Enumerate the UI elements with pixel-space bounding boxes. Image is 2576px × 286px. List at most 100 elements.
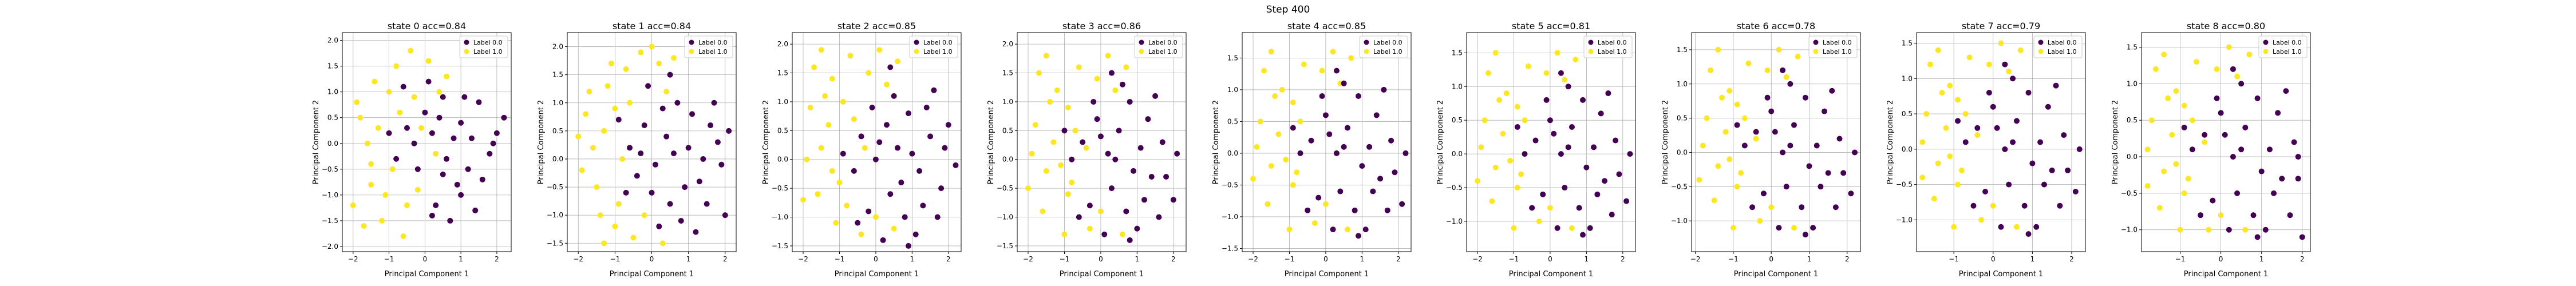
y-tick-label: 0.0 [1902, 145, 1913, 153]
y-tick-label: −0.5 [547, 183, 563, 191]
data-point [726, 128, 732, 134]
data-point [1962, 139, 1969, 145]
data-point [1330, 227, 1336, 233]
data-point [458, 192, 464, 198]
data-point [1086, 202, 1093, 209]
x-tick-label: −1 [835, 255, 845, 263]
data-point [1163, 173, 1170, 180]
data-point [579, 167, 585, 173]
data-point [1503, 90, 1510, 97]
data-point [685, 145, 692, 151]
data-point [1496, 97, 1503, 103]
data-point [1481, 117, 1488, 124]
data-point [2226, 44, 2232, 50]
data-point [2202, 132, 2208, 138]
data-point [1356, 233, 1362, 239]
data-point [1814, 142, 1820, 149]
data-point [659, 240, 666, 247]
data-point [656, 223, 662, 229]
data-point [1315, 194, 1322, 201]
y-tick-label: 1.0 [777, 98, 788, 106]
data-point [858, 133, 864, 140]
x-tick-label: −1 [384, 255, 394, 263]
data-point [1083, 145, 1089, 151]
data-point [1594, 191, 1601, 197]
data-point [1384, 207, 1390, 213]
y-tick-label: 0.0 [1002, 156, 1013, 164]
data-point [1580, 97, 1586, 103]
data-point [414, 166, 421, 172]
y-tick-label: 1.0 [1677, 80, 1688, 88]
data-point [670, 150, 677, 157]
x-tick-label: 0 [1548, 255, 1552, 263]
data-point [689, 111, 696, 117]
data-point [1764, 67, 1771, 73]
subplot-1: −2 −1 0 1 2 −1.5 −1.0 −0.5 0.0 0.5 1.0 1.5 2.0 state … [537, 21, 737, 279]
data-point [2250, 212, 2257, 219]
x-tick-label: −1 [1728, 255, 1739, 263]
legend-label: Label 1.0 [473, 48, 503, 55]
data-point [1532, 137, 1539, 144]
subplot-title: state 0 acc=0.84 [388, 21, 466, 31]
legend-label: Label 1.0 [698, 48, 728, 55]
data-point [361, 223, 367, 229]
data-point [2210, 197, 2216, 204]
data-point [2242, 227, 2249, 233]
data-point [1492, 50, 1499, 56]
data-point [2193, 59, 2199, 65]
y-tick-label: 2.0 [1002, 40, 1013, 48]
data-point [1802, 94, 1808, 101]
legend: Label 0.0 Label 1.0 [459, 35, 508, 58]
x-tick-label: 2 [1845, 255, 1850, 263]
data-point [2198, 212, 2204, 219]
y-tick-label: 1.5 [1902, 39, 1913, 47]
data-point [722, 212, 728, 219]
y-tick-label: −0.5 [322, 165, 338, 173]
data-point [909, 150, 915, 157]
data-point [2262, 227, 2269, 233]
data-point [1322, 201, 1329, 207]
data-point [1518, 171, 1524, 177]
data-point [1806, 163, 1812, 169]
data-point [472, 207, 479, 213]
data-point [429, 130, 435, 136]
data-point [1116, 128, 1122, 134]
data-point [1522, 117, 1528, 124]
y-tick-label: 0.0 [552, 155, 563, 163]
data-point [1840, 170, 1847, 176]
y-tick-label: 1.5 [2127, 43, 2138, 51]
data-point [667, 72, 673, 78]
x-tick-label: 0 [874, 255, 878, 263]
y-tick-label: −1.0 [322, 191, 338, 199]
data-point [1108, 185, 1115, 192]
data-point [1768, 108, 1775, 114]
y-axis-label: Principal Component 2 [312, 100, 321, 184]
y-tick-label: −1.0 [997, 213, 1013, 221]
data-point [1268, 163, 1274, 169]
data-point [2156, 205, 2163, 211]
x-axis-label: Principal Component 1 [1285, 270, 1369, 279]
data-point [916, 168, 923, 174]
data-point [2185, 176, 2191, 182]
data-point [354, 99, 360, 105]
data-point [1145, 116, 1151, 122]
y-tick-label: −0.5 [1222, 181, 1238, 189]
data-point [2013, 118, 2020, 124]
subplot-title: state 2 acc=0.85 [837, 21, 916, 31]
data-point [2299, 234, 2305, 240]
data-point [2006, 68, 2012, 74]
data-point [1076, 214, 1082, 220]
data-point [1290, 100, 1296, 106]
data-point [700, 156, 706, 162]
data-point [414, 186, 421, 193]
data-point [1105, 150, 1111, 157]
data-point [1970, 202, 1977, 209]
data-point [1760, 190, 1767, 197]
data-point [1580, 232, 1586, 238]
y-tick-label: 1.0 [1002, 98, 1013, 106]
subplot-3: −2 −1 0 1 2 −1.5 −1.0 −0.5 0.0 0.5 1.0 1.5 2.0 state … [987, 21, 1187, 279]
axes-frame [1916, 32, 2086, 252]
y-tick-label: −1.0 [547, 211, 563, 219]
x-tick-label: 1 [1807, 255, 1812, 263]
